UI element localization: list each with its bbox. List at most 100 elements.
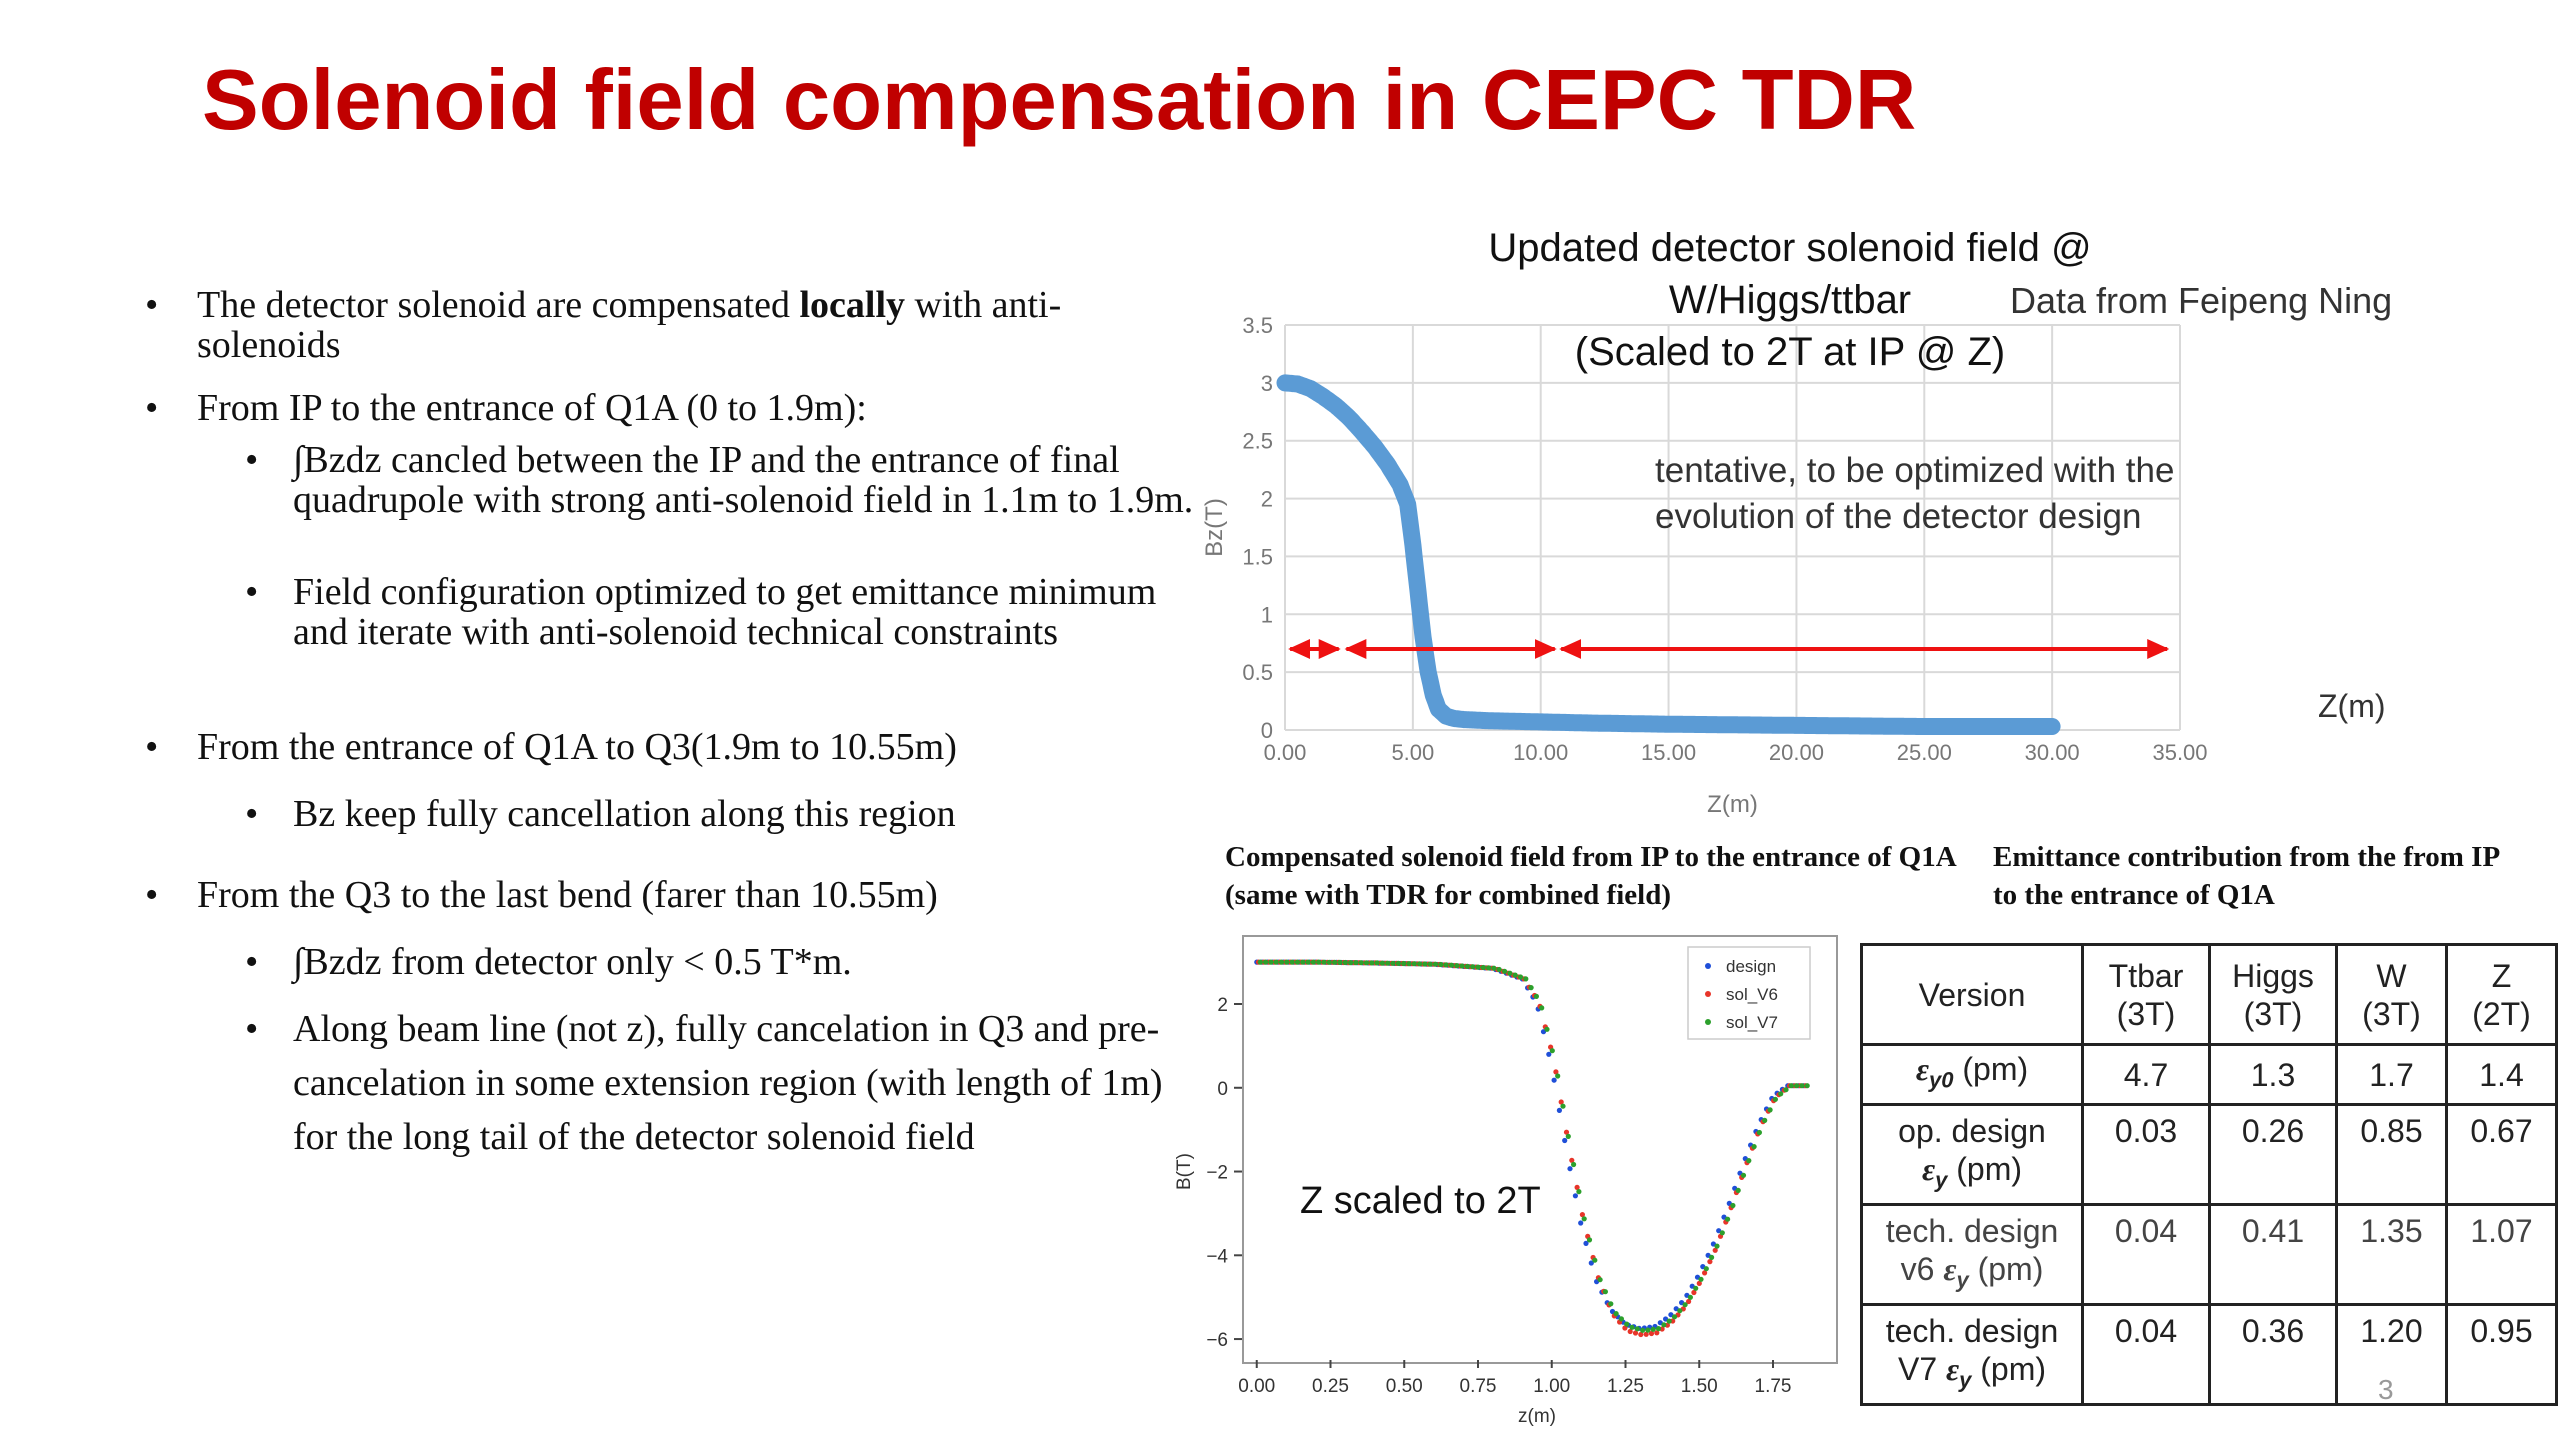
data-point (1794, 1083, 1800, 1089)
data-point (1560, 1103, 1566, 1109)
data-point (1549, 1048, 1555, 1054)
x-tick-label: 1.25 (1607, 1376, 1644, 1397)
data-point (1562, 1137, 1568, 1144)
data-point (1491, 965, 1497, 971)
chart1-credit: Data from Feipeng Ning (2010, 280, 2393, 321)
data-point (1762, 1117, 1768, 1123)
data-point (1707, 1259, 1713, 1265)
data-point (1618, 1316, 1624, 1322)
data-point (1401, 960, 1407, 967)
table-cell: 1.3 (2208, 1043, 2338, 1106)
data-point (1567, 1166, 1573, 1172)
data-point (1655, 1326, 1662, 1332)
x-tick-label: 0.00 (1264, 740, 1307, 765)
table-cell: 0.03 (2081, 1103, 2211, 1206)
x-tick-label: 10.00 (1513, 740, 1568, 765)
y-tick-label: 0.5 (1242, 660, 1273, 685)
bullet-text: The detector solenoid are compensated (197, 284, 800, 326)
data-point (1709, 1254, 1715, 1260)
header-line: W (2376, 957, 2407, 994)
data-point (1523, 976, 1529, 982)
data-point (1470, 964, 1476, 970)
y-axis-label: Bz(T) (1201, 498, 1228, 557)
data-point (1563, 1129, 1570, 1135)
data-point (1546, 1051, 1552, 1057)
data-point (1316, 959, 1322, 965)
data-point (1661, 1322, 1667, 1328)
bullet-item: • From IP to the entrance of Q1A (0 to 1… (145, 388, 1185, 428)
data-point (1558, 1099, 1564, 1105)
table-row-label: op. design εy (pm) (1860, 1103, 2084, 1206)
chart1-title-line: Updated detector solenoid field @ (1488, 226, 2092, 270)
data-point (1565, 1133, 1571, 1139)
data-point (1654, 1330, 1660, 1336)
y-axis-label: B(T) (1174, 1153, 1195, 1190)
y-tick-label: 3.5 (1242, 313, 1273, 338)
data-point (1597, 1277, 1603, 1283)
legend-marker (1705, 1019, 1711, 1025)
bullet-dot-icon: • (145, 284, 159, 326)
data-point (1475, 964, 1481, 970)
table-cell: 1.7 (2335, 1043, 2448, 1106)
x-tick-label: 0.00 (1238, 1376, 1275, 1397)
data-point (1682, 1302, 1688, 1308)
table-row-label: tech. design v6 εy (pm) (1860, 1203, 2084, 1306)
data-point (1746, 1158, 1752, 1164)
header-line: (3T) (2362, 995, 2421, 1032)
header-line: Z (2491, 957, 2512, 994)
table-cell: 0.04 (2081, 1303, 2211, 1406)
data-point (1555, 1073, 1561, 1079)
data-point (1273, 959, 1279, 965)
data-point (1650, 1326, 1656, 1332)
data-point (1634, 1326, 1640, 1332)
x-tick-label: 1.50 (1681, 1376, 1718, 1397)
data-point (1698, 1276, 1704, 1282)
data-point (1332, 959, 1338, 965)
table-cell: 0.85 (2335, 1103, 2448, 1206)
data-point (1643, 1331, 1649, 1337)
data-point (1263, 959, 1269, 965)
data-point (1586, 1237, 1593, 1243)
table-cell: 1.20 (2335, 1303, 2448, 1406)
bullet-bold-text: locally (799, 284, 906, 326)
y-tick-label: 0 (1261, 718, 1273, 743)
legend-marker (1705, 991, 1711, 997)
row-label-line: tech. design (1885, 1313, 2059, 1349)
chart1-zm-label: Z(m) (2318, 688, 2386, 724)
data-point (1363, 960, 1370, 966)
y-tick-label: 2 (1261, 487, 1273, 512)
bullet-text: ∫Bzdz cancled between the IP and the ent… (293, 439, 1194, 521)
data-point (1624, 1321, 1630, 1327)
bullet-text: From the entrance of Q1A to Q3(1.9m to 1… (197, 726, 957, 768)
data-point (1640, 1327, 1646, 1333)
table-cell: 1.07 (2445, 1203, 2558, 1306)
chart1-annotation: tentative, to be optimized with the evol… (1655, 451, 2175, 536)
data-point (1411, 961, 1417, 967)
data-point (1512, 972, 1518, 978)
data-point (1686, 1298, 1692, 1305)
data-point (1517, 974, 1524, 980)
data-point (1638, 1331, 1644, 1338)
data-point (1613, 1311, 1619, 1317)
table-row: op. design εy (pm) 0.03 0.26 0.85 0.67 (1860, 1103, 2558, 1206)
data-point (1284, 959, 1290, 965)
chart1-title: Updated detector solenoid field @ W/Higg… (1290, 222, 2290, 378)
data-point (1374, 960, 1380, 966)
data-point (1422, 961, 1428, 967)
data-point (1730, 1202, 1736, 1209)
data-point (1666, 1318, 1672, 1324)
data-point (1443, 962, 1449, 968)
table-caption: Emittance contribution from the from IP … (1993, 841, 2499, 911)
x-tick-label: 0.50 (1386, 1376, 1423, 1397)
data-point (1788, 1083, 1794, 1089)
data-point (1574, 1184, 1580, 1190)
data-point (1772, 1096, 1778, 1102)
x-tick-label: 25.00 (1897, 740, 1952, 765)
table-header-cell: Higgs (3T) (2208, 943, 2338, 1046)
bullet-item: • The detector solenoid are compensated … (145, 285, 1185, 365)
table-cell: 1.35 (2335, 1203, 2448, 1306)
data-point (1687, 1294, 1693, 1300)
bullet-text: ∫Bzdz from detector only < 0.5 T*m. (293, 941, 852, 983)
sub-bullet-item: • Field configuration optimized to get e… (245, 572, 1195, 652)
bullet-text: From IP to the entrance of Q1A (0 to 1.9… (197, 387, 867, 429)
